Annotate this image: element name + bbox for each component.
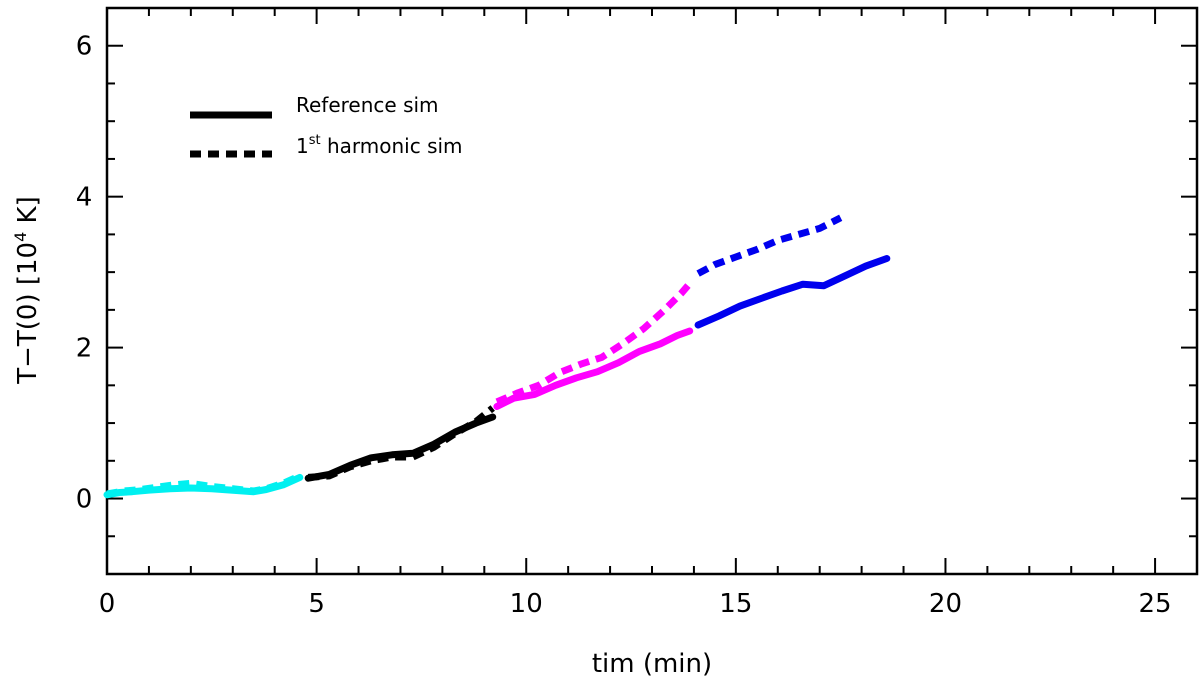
x-tick-label: 5 (308, 589, 325, 619)
data-series (103, 214, 891, 499)
axis-ticks: 0 5 10 15 20 25 0 2 4 6 (76, 7, 1198, 619)
legend-label-harmonic-num: 1 (296, 134, 309, 158)
legend-label-harmonic-sup: st (309, 133, 321, 148)
y-tick-label: 0 (76, 485, 93, 515)
x-tick-label: 0 (99, 589, 116, 619)
y-axis-label-unit-suffix: K] (13, 196, 43, 231)
y-axis-label-unit-prefix: [10 (13, 242, 43, 285)
legend-label-harmonic: 1st harmonic sim (296, 133, 463, 158)
series-line-harmonic (307, 405, 495, 481)
x-tick-label: 10 (510, 589, 543, 619)
x-axis-label: tim (min) (592, 649, 712, 679)
series-line-harmonic (696, 214, 843, 277)
series-line-harmonic (495, 281, 693, 406)
legend-label-reference: Reference sim (296, 93, 439, 117)
y-axis-label-main: T−T(0) (13, 293, 43, 384)
y-axis-label: T−T(0) [104 K] (11, 196, 43, 385)
y-axis-label-unit-exp: 4 (11, 232, 30, 242)
x-tick-label: 15 (719, 589, 752, 619)
legend: Reference sim 1st harmonic sim (190, 93, 463, 158)
series-line-reference (493, 327, 694, 410)
series-line-reference (694, 255, 891, 329)
x-tick-label: 20 (929, 589, 962, 619)
x-tick-label: 25 (1139, 589, 1172, 619)
legend-label-harmonic-text: harmonic sim (321, 134, 463, 158)
y-tick-label: 6 (76, 32, 93, 62)
series-line-harmonic (106, 472, 302, 498)
y-tick-label: 4 (76, 183, 93, 213)
y-tick-label: 2 (76, 334, 93, 364)
